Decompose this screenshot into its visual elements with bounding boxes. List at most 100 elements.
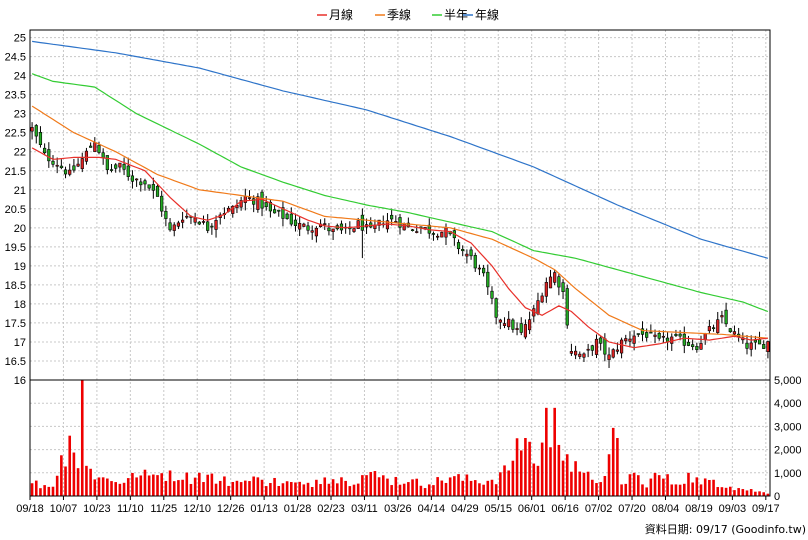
x-tick-label: 04/14 [418, 503, 446, 515]
candle-body [415, 231, 419, 233]
volume-bar [294, 482, 297, 496]
volume-bar [519, 450, 523, 496]
x-tick-label: 12/10 [183, 503, 211, 515]
candle-body [766, 341, 770, 352]
candle-body [611, 349, 615, 358]
volume-bar [586, 471, 590, 496]
volume-bar [285, 481, 289, 496]
volume-bar [202, 482, 205, 496]
volume-bar [60, 455, 63, 496]
candle-body [569, 351, 574, 354]
chart-legend: 月線 季線 半年 年線 [317, 7, 499, 22]
candle-body [728, 328, 732, 333]
volume-bar [239, 482, 243, 496]
volume-bar [499, 472, 502, 496]
volume-bar [716, 487, 720, 496]
volume-bar [708, 479, 711, 496]
x-tick-label: 10/23 [83, 503, 111, 515]
volume-bar [511, 460, 515, 496]
price-y-tick: 16 [14, 375, 26, 387]
volume-bar [549, 447, 552, 496]
candle-body [490, 290, 494, 299]
candle-body [135, 178, 139, 181]
candle-body [402, 223, 406, 231]
candle-body [122, 163, 126, 170]
x-tick-label: 03/26 [384, 503, 412, 515]
candle-body [523, 324, 528, 338]
candle-body [477, 267, 482, 270]
data-date-footer: 資料日期: 09/17 (Goodinfo.tw) [645, 522, 806, 536]
candle-body [109, 169, 114, 171]
volume-bar [302, 484, 306, 496]
volume-bar [327, 483, 331, 496]
candle-body [494, 298, 498, 318]
candle-body [632, 335, 636, 344]
volume-bar [89, 468, 92, 496]
candle-body [176, 222, 181, 227]
candle-body [151, 184, 155, 191]
candle-body [272, 209, 277, 214]
x-axis: 09/18 10/07 10/23 11/10 11/25 12/10 12/26 01/13… [16, 496, 780, 515]
volume-bar [712, 479, 715, 496]
volume-bars [30, 380, 770, 496]
candle-body [436, 235, 440, 238]
volume-bar [486, 480, 490, 496]
candle-body [720, 315, 724, 318]
volume-bar [315, 479, 318, 496]
price-y-tick: 23 [14, 109, 26, 121]
volume-bar [365, 475, 368, 496]
volume-y-tick: 0 [774, 491, 780, 503]
candle-body [469, 249, 473, 257]
candle-body [256, 196, 260, 210]
volume-bar [143, 469, 147, 496]
volume-bar [469, 480, 473, 496]
candle-body [352, 228, 356, 232]
volume-bar [352, 484, 356, 496]
price-y-tick: 21 [14, 185, 26, 197]
candle-body [440, 232, 444, 238]
volume-bar [160, 473, 163, 496]
volume-bar [122, 482, 126, 496]
volume-bar [181, 479, 184, 496]
candle-body [172, 224, 176, 231]
volume-bar [55, 475, 59, 496]
volume-bar [624, 483, 628, 496]
price-y-tick: 22 [14, 147, 26, 159]
x-tick-label: 11/10 [117, 503, 144, 515]
volume-bar [632, 472, 636, 496]
candle-body [214, 219, 218, 230]
volume-bar [76, 468, 80, 496]
volume-bar [47, 486, 51, 496]
volume-bar [749, 489, 753, 496]
candle-body [293, 219, 298, 227]
price-y-tick: 24.5 [5, 52, 26, 64]
x-tick-label: 03/11 [351, 503, 378, 515]
volume-bar [436, 477, 439, 496]
candle-body [285, 213, 289, 220]
volume-bar [335, 483, 339, 496]
candle-body [147, 184, 151, 189]
candle-body [80, 158, 84, 170]
price-y-tick: 20 [14, 223, 26, 235]
volume-bar [411, 479, 414, 496]
candle-body [239, 200, 243, 208]
volume-bar [43, 485, 46, 496]
volume-bar [273, 477, 276, 496]
volume-bar [703, 478, 707, 496]
candle-body [711, 327, 716, 329]
candle-body [636, 333, 640, 335]
volume-bar [106, 478, 109, 496]
candle-body [536, 300, 540, 315]
candle-body [302, 223, 306, 227]
volume-bar [578, 471, 582, 496]
x-tick-label: 08/19 [685, 503, 713, 515]
candle-body [461, 248, 465, 252]
candle-body [762, 344, 766, 349]
volume-bar [402, 483, 406, 496]
volume-bar [557, 444, 561, 496]
volume-bar [415, 478, 419, 496]
candle-body [398, 217, 402, 228]
candle-body [268, 201, 272, 212]
volume-bar [331, 479, 335, 496]
volume-bar [637, 475, 640, 496]
